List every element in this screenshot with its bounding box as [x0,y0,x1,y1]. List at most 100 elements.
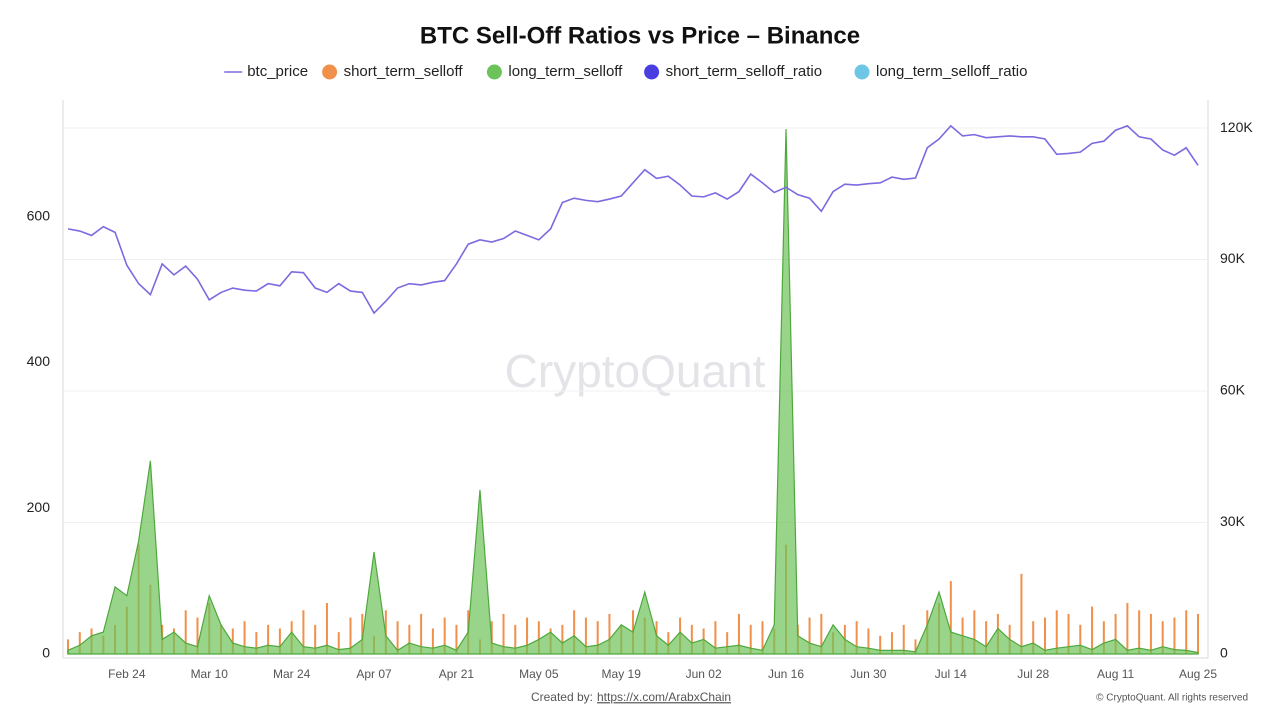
y-tick-label: 0 [42,645,50,661]
bar [1197,613,1199,654]
legend-item[interactable]: short_term_selloff_ratio [644,63,822,80]
bar [902,624,905,654]
bar [973,610,976,654]
area [67,129,1199,655]
bar [1055,610,1058,654]
footer-credit: Created by: [531,690,593,704]
bar [196,617,199,654]
bar [667,632,670,654]
legend-label: long_term_selloff [508,63,623,80]
bar [325,602,328,654]
bar [243,621,246,654]
copyright: © CryptoQuant. All rights reserved [1096,693,1248,704]
footer-link[interactable]: https://x.com/ArabxChain [597,690,731,704]
bar [726,632,729,654]
bar [890,632,893,654]
legend-item[interactable]: short_term_selloff [322,63,463,80]
bar [1079,624,1082,654]
x-tick-label: Feb 24 [108,667,146,681]
legend-label: short_term_selloff_ratio [666,63,822,80]
bar [690,624,693,654]
bar [914,639,917,654]
line [67,124,1199,315]
bar [537,621,540,654]
bar [78,632,81,654]
x-tick-label: May 19 [602,667,642,681]
x-tick-label: Jul 14 [935,667,967,681]
legend-item[interactable]: long_term_selloff [486,63,623,80]
y2-tick-label: 60K [1220,382,1246,398]
bar [808,617,811,654]
footer: Created by: https://x.com/ArabxChain © C… [531,690,1248,704]
legend-label: short_term_selloff [344,63,464,80]
x-tick-label: Jun 30 [850,667,886,681]
bar [1067,613,1070,654]
x-tick-label: Apr 21 [439,667,475,681]
x-tick-label: May 05 [519,667,559,681]
y2-tick-label: 30K [1220,513,1246,529]
bar [396,621,399,654]
bar [1138,610,1141,654]
x-tick-label: Mar 10 [191,667,229,681]
bar [749,624,752,654]
bar [408,624,411,654]
legend: btc_price short_term_selloff long_term_sel… [224,63,1027,80]
bar [867,628,870,654]
bar [502,613,505,654]
x-tick-label: Aug 25 [1179,667,1217,681]
bar [820,613,823,654]
x-tick-label: Apr 07 [356,667,392,681]
bar [1043,617,1046,654]
bar [1161,621,1164,654]
bar [420,613,423,654]
legend-item[interactable]: long_term_selloff_ratio [854,63,1028,80]
bar [361,613,364,654]
bar [879,635,882,654]
bar [302,610,305,654]
bar [573,610,576,654]
legend-label: btc_price [247,63,308,80]
bar [949,581,952,654]
bar [314,624,317,654]
bar [1102,621,1105,654]
y-tick-label: 200 [27,499,51,515]
bar [455,624,458,654]
bar [737,613,740,654]
bar [337,632,340,654]
y2-tick-label: 0 [1220,645,1228,661]
bar [761,621,764,654]
bar [855,621,858,654]
bar [255,632,258,654]
bar [431,628,434,654]
bar [278,628,281,654]
bar [443,617,446,654]
bar [1149,613,1152,654]
legend-swatch [854,64,870,80]
bar [1032,621,1035,654]
legend-label: long_term_selloff_ratio [876,63,1027,80]
x-tick-label: Mar 24 [273,667,311,681]
y2-tick-label: 120K [1220,119,1253,135]
watermark: CryptoQuant [505,345,766,397]
x-tick-label: Jun 02 [686,667,722,681]
y-tick-label: 400 [27,353,51,369]
bar [1091,606,1094,654]
y-tick-label: 600 [27,207,51,223]
legend-swatch [486,64,502,80]
bar [608,613,611,654]
bar [184,610,187,654]
bar [561,624,564,654]
x-tick-label: Aug 11 [1097,667,1134,681]
bar [1114,613,1117,654]
bar [1185,610,1188,654]
bar [1020,573,1023,654]
bar [526,617,529,654]
y2-tick-label: 90K [1220,250,1246,266]
bar [67,639,69,654]
legend-item[interactable]: btc_price [224,63,308,80]
bar [1173,617,1176,654]
legend-swatch [644,64,660,80]
bar [584,617,587,654]
x-tick-label: Jun 16 [768,667,804,681]
